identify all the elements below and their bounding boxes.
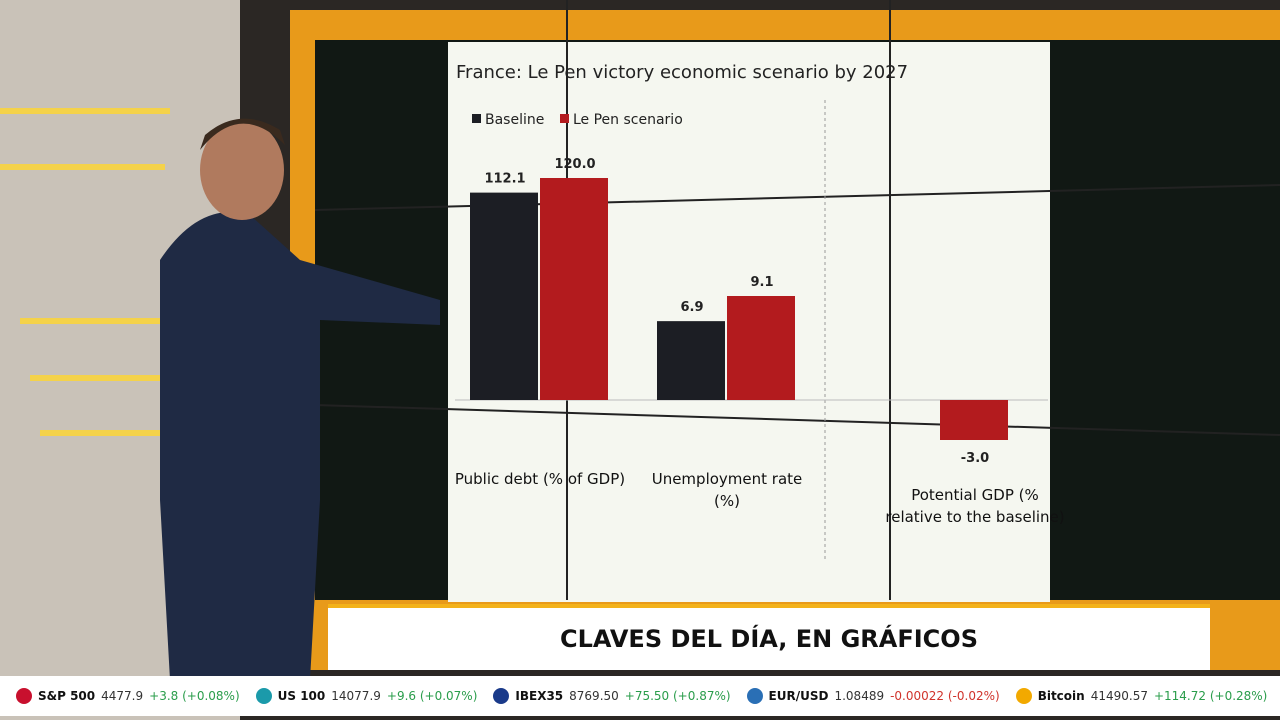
screen-seam xyxy=(314,404,1280,436)
light-strip xyxy=(0,108,170,114)
light-strip xyxy=(20,318,170,324)
ticker-icon xyxy=(1015,688,1032,704)
bar xyxy=(657,321,725,400)
presenter-hair xyxy=(200,118,285,150)
ticker-item: Bitcoin 41490.57 +114.72 (+0.28%) xyxy=(1015,688,1268,704)
ticker-value: 4477.9 xyxy=(101,689,144,703)
ticker-name: IBEX35 xyxy=(515,689,564,703)
x-tick-label: Unemployment rate (%) xyxy=(651,470,803,510)
ticker-name: US 100 xyxy=(277,689,326,703)
ticker-change: +75.50 (+0.87%) xyxy=(624,689,731,703)
bar xyxy=(727,296,795,400)
ticker-item: S&P 500 4477.9 +3.8 (+0.08%) xyxy=(16,688,240,704)
presenter xyxy=(160,118,440,680)
bar xyxy=(940,400,1008,440)
data-label: 112.1 xyxy=(484,172,525,187)
banner: CLAVES DEL DÍA, EN GRÁFICOS xyxy=(328,604,1210,670)
ticker-value: 8769.50 xyxy=(569,689,619,703)
data-label: 9.1 xyxy=(750,275,773,290)
data-label: 6.9 xyxy=(680,300,703,315)
data-label: -3.0 xyxy=(961,451,989,466)
bar xyxy=(540,178,608,400)
presenter-head xyxy=(200,120,284,220)
ticker-change: +114.72 (+0.28%) xyxy=(1153,689,1268,703)
legend-swatch xyxy=(560,114,569,123)
ticker-name: S&P 500 xyxy=(38,689,96,703)
ticker-name: Bitcoin xyxy=(1037,689,1085,703)
ticker-value: 1.08489 xyxy=(834,689,885,703)
ticker-icon xyxy=(746,688,763,704)
legend-swatch xyxy=(472,114,481,123)
ticker: S&P 500 4477.9 +3.8 (+0.08%) US 100 14077.9 +… xyxy=(0,676,1280,716)
legend-label: Baseline xyxy=(485,112,544,128)
ticker-icon xyxy=(16,688,32,704)
light-strip xyxy=(30,375,170,381)
presenter-body xyxy=(160,212,440,680)
bar xyxy=(470,192,538,400)
ticker-value: 14077.9 xyxy=(331,689,381,703)
ticker-change: -0.00022 (-0.02%) xyxy=(890,689,1000,703)
ticker-item: US 100 14077.9 +9.6 (+0.07%) xyxy=(255,688,478,704)
ticker-change: +3.8 (+0.08%) xyxy=(149,689,240,703)
legend-label: Le Pen scenario xyxy=(573,112,683,128)
ticker-item: EUR/USD 1.08489 -0.00022 (-0.02%) xyxy=(746,688,1000,704)
ticker-icon xyxy=(255,688,272,704)
ticker-name: EUR/USD xyxy=(768,689,829,703)
ticker-value: 41490.57 xyxy=(1090,689,1148,703)
ticker-change: +9.6 (+0.07%) xyxy=(386,689,478,703)
light-strip xyxy=(40,430,170,436)
chart-title: France: Le Pen victory economic scenario… xyxy=(456,62,908,83)
ticker-icon xyxy=(493,688,510,704)
data-label: 120.0 xyxy=(554,157,595,172)
x-tick-label: Public debt (% of GDP) xyxy=(454,470,626,488)
x-tick-label: Potential GDP (% relative to the baselin… xyxy=(885,486,1065,526)
ticker-item: IBEX35 8769.50 +75.50 (+0.87%) xyxy=(493,688,731,704)
light-strip xyxy=(0,164,165,170)
